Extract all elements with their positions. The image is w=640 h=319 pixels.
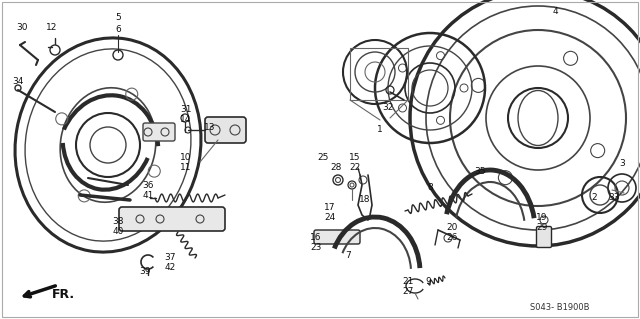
Text: 6: 6 bbox=[115, 26, 121, 34]
Text: 40: 40 bbox=[112, 227, 124, 236]
Text: 7: 7 bbox=[345, 251, 351, 261]
FancyBboxPatch shape bbox=[536, 226, 552, 248]
FancyBboxPatch shape bbox=[143, 123, 175, 141]
Text: 38: 38 bbox=[112, 218, 124, 226]
Text: 23: 23 bbox=[310, 243, 322, 253]
Text: 29: 29 bbox=[536, 224, 548, 233]
Bar bbox=[350, 48, 408, 100]
Text: 27: 27 bbox=[403, 287, 413, 296]
Text: 1: 1 bbox=[377, 125, 383, 135]
Text: 10: 10 bbox=[180, 153, 192, 162]
Text: 11: 11 bbox=[180, 164, 192, 173]
FancyBboxPatch shape bbox=[205, 117, 246, 143]
Text: 12: 12 bbox=[46, 24, 58, 33]
Text: 25: 25 bbox=[317, 153, 329, 162]
Text: 35: 35 bbox=[474, 167, 486, 176]
Text: 15: 15 bbox=[349, 153, 361, 162]
Text: 31: 31 bbox=[180, 106, 192, 115]
Text: 42: 42 bbox=[164, 263, 175, 272]
Text: FR.: FR. bbox=[52, 287, 75, 300]
FancyBboxPatch shape bbox=[314, 230, 360, 244]
Text: 17: 17 bbox=[324, 204, 336, 212]
Text: 21: 21 bbox=[403, 278, 413, 286]
Text: 9: 9 bbox=[425, 278, 431, 286]
Text: 39: 39 bbox=[140, 268, 151, 277]
Text: S043- B1900B: S043- B1900B bbox=[530, 303, 589, 313]
Text: 33: 33 bbox=[608, 194, 620, 203]
Text: 4: 4 bbox=[552, 8, 558, 17]
Text: 37: 37 bbox=[164, 254, 176, 263]
Text: 8: 8 bbox=[427, 183, 433, 192]
Text: 24: 24 bbox=[324, 213, 335, 222]
Text: 26: 26 bbox=[446, 234, 458, 242]
Text: 13: 13 bbox=[204, 123, 216, 132]
Text: 18: 18 bbox=[359, 196, 371, 204]
Text: 19: 19 bbox=[536, 213, 548, 222]
Text: 30: 30 bbox=[16, 24, 28, 33]
Text: 5: 5 bbox=[115, 13, 121, 23]
Text: 41: 41 bbox=[142, 190, 154, 199]
Text: 3: 3 bbox=[619, 160, 625, 168]
Text: 28: 28 bbox=[330, 164, 342, 173]
Text: 2: 2 bbox=[591, 194, 597, 203]
Text: 32: 32 bbox=[382, 103, 394, 113]
Text: 22: 22 bbox=[349, 164, 360, 173]
Text: 14: 14 bbox=[180, 115, 192, 124]
Text: 34: 34 bbox=[12, 78, 24, 86]
FancyBboxPatch shape bbox=[119, 207, 225, 231]
Text: 36: 36 bbox=[142, 181, 154, 189]
Text: 16: 16 bbox=[310, 234, 322, 242]
Text: 20: 20 bbox=[446, 224, 458, 233]
